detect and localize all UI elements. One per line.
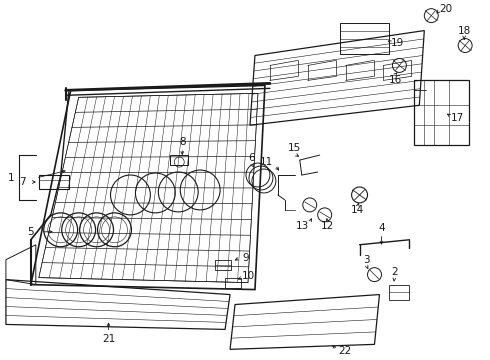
Text: 3: 3 [363, 255, 370, 265]
Text: 8: 8 [179, 137, 186, 147]
Text: 6: 6 [248, 153, 255, 163]
Text: 13: 13 [296, 221, 309, 231]
Text: 1: 1 [7, 173, 14, 183]
Text: 14: 14 [351, 205, 364, 215]
Text: 20: 20 [440, 4, 453, 14]
Text: 2: 2 [391, 267, 398, 276]
Text: 11: 11 [260, 157, 273, 167]
Text: 22: 22 [338, 346, 351, 356]
Text: 15: 15 [288, 143, 301, 153]
Text: 16: 16 [389, 75, 402, 85]
Text: 19: 19 [391, 37, 404, 48]
Text: 10: 10 [242, 271, 254, 281]
Text: 4: 4 [378, 223, 385, 233]
Text: 17: 17 [450, 113, 464, 123]
Text: 7: 7 [20, 177, 26, 187]
Text: 21: 21 [102, 334, 115, 345]
Text: 5: 5 [27, 227, 34, 237]
Text: 12: 12 [321, 221, 334, 231]
Text: 9: 9 [243, 253, 249, 263]
Text: 18: 18 [458, 26, 471, 36]
